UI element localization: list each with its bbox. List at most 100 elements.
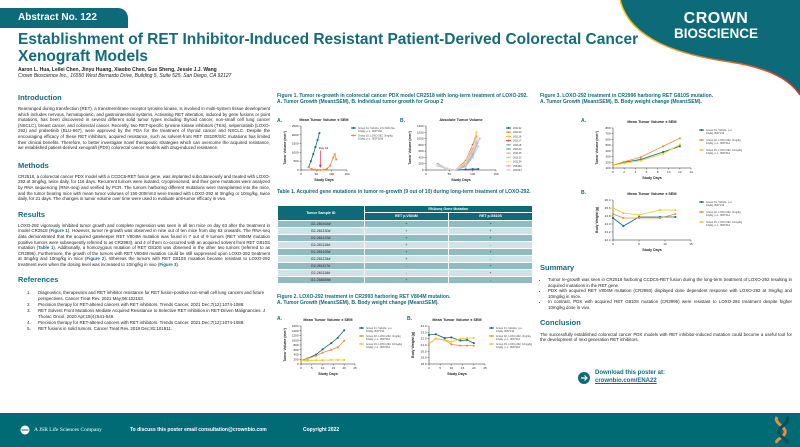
legend-marker — [700, 129, 703, 131]
y-tick-label: 19.0 — [421, 356, 427, 360]
chart-title: Mean Tumor Volume ± SEM — [627, 120, 676, 124]
data-point — [335, 158, 338, 161]
table1-link[interactable]: Table 1 — [38, 245, 54, 251]
figure2-label-b: B. — [407, 316, 412, 322]
y-axis-label: Body Weight (g) — [411, 332, 415, 358]
legend-label: Group 03, LOXO-292, 10mg/kg 10μl/g, p.o.,… — [706, 220, 743, 227]
legend-marker — [507, 127, 510, 129]
figure3-link[interactable]: Figure 3 — [159, 261, 177, 267]
data-point — [329, 164, 332, 167]
legend-label: Group 01, Vehicle, p.o. 10μl/g, BID*21d — [706, 128, 733, 135]
col-group-rnaseq: RNAseq Gene Mutation — [363, 204, 534, 214]
data-point — [343, 329, 346, 332]
data-point — [319, 169, 322, 171]
legend-marker — [507, 156, 510, 159]
x-tick-label: 0 — [300, 172, 302, 176]
figure2-link[interactable]: Figure 2 — [86, 256, 105, 262]
y-axis-label: Tumor Volume (mm³) — [283, 131, 287, 165]
x-axis-label: Study Days — [642, 248, 662, 252]
x-axis-label: Study Days — [314, 178, 334, 182]
data-point — [639, 158, 642, 161]
reference-item: Precision therapy for RET-altered cancer… — [32, 302, 270, 308]
y-tick-label: 1000 — [417, 137, 424, 141]
sample-id-cell: G2-261123# — [277, 234, 365, 242]
chart-title: Absolute Tumor Volume — [439, 118, 482, 122]
data-point — [446, 168, 448, 171]
v804m-cell: + — [364, 220, 450, 228]
series-line — [612, 137, 681, 166]
results-text-part: ). However, tumor re-growth was observed… — [18, 228, 271, 251]
g810s-cell: + — [448, 227, 533, 235]
data-point — [343, 339, 346, 342]
download-link[interactable]: Download this poster at: crownbio.com/EN… — [578, 370, 665, 385]
g810s-cell: + — [448, 269, 533, 277]
data-point — [678, 143, 681, 146]
x-tick-label: 0 — [300, 366, 302, 370]
figure1-subtitle: A. Tumor Growth (Mean±SEM), B. Individua… — [277, 99, 444, 105]
x-tick-label: 20 — [343, 366, 347, 370]
data-point — [316, 139, 319, 141]
sample-id-cell: G2-258459# — [277, 276, 365, 284]
data-point — [471, 150, 474, 153]
data-point — [436, 162, 439, 165]
data-point — [475, 131, 478, 134]
y-tick-label: 800 — [605, 126, 610, 130]
v804m-cell: + — [364, 255, 450, 263]
data-point — [612, 217, 614, 219]
x-tick-label: 5 — [311, 366, 313, 370]
y-tick-label: 700 — [605, 132, 610, 136]
x-tick-label: 150 — [493, 172, 498, 176]
data-point — [307, 166, 310, 169]
x-tick-label: 100 — [470, 172, 475, 176]
day63-annotation: Day 63 — [319, 146, 329, 150]
figure3-title: Figure 3. LOXO-292 treatment in CR2996 h… — [540, 93, 714, 99]
data-point — [330, 359, 333, 361]
series-line — [300, 330, 345, 361]
introduction-text: Rearranged during transfection (RET), a … — [18, 106, 270, 151]
summary-item: PDX with acquired RET V804M mutation (CR… — [548, 288, 792, 299]
y-tick-label: 400 — [605, 149, 610, 153]
x-tick-label: 20 — [472, 366, 476, 370]
data-point — [330, 342, 333, 344]
legend-label: Group 01, Vehicle, 1% CMC-Na 10μl/g, p.o.… — [358, 126, 395, 133]
legend-marker — [360, 343, 363, 345]
abstract-number-badge: Abstract No. 122 — [0, 8, 128, 28]
y-tick-label: 1400 — [417, 124, 424, 128]
table-row: G2-261118# - + — [277, 269, 533, 277]
y-tick-label: 500 — [293, 159, 298, 163]
figure1-link[interactable]: Figure 1 — [50, 228, 68, 234]
x-tick-label: 14 — [689, 170, 693, 174]
data-point — [464, 160, 467, 163]
g810s-cell: - — [448, 241, 533, 249]
data-point — [471, 154, 474, 157]
x-tick-label: 0 — [612, 242, 614, 246]
figure3-label-b: B. — [581, 190, 586, 196]
download-url[interactable]: crownbio.com/ENA22 — [595, 377, 657, 384]
legend-label: Group 02, LOXO-292, 3mg/kg 10μl/g, p.o., … — [706, 138, 741, 145]
v804m-cell: + — [364, 227, 450, 235]
x-tick-label: 12 — [678, 170, 682, 174]
summary-item: Tumor re-growth was seen in CR2518 harbo… — [548, 277, 792, 288]
references-heading: References — [18, 275, 59, 285]
results-text-part: LOXO-292 vigorously inhibited tumor grow… — [18, 222, 270, 234]
sample-id-cell: G2-261116# — [277, 241, 365, 249]
data-point — [326, 167, 328, 170]
legend-label: Group 01, Vehicle, p.o. 10μl/g, BID*21d — [496, 326, 523, 333]
x-tick-label: 0 — [425, 172, 427, 176]
g810s-cell: - — [448, 276, 533, 284]
legend-label: Group 03, LOXO-292, 10mg/kg 10μl/g, p.o.,… — [496, 342, 533, 349]
header-block: Establishment of RET Inhibitor-Induced R… — [18, 31, 658, 79]
footer-contact[interactable]: To discuss this poster email consultatio… — [130, 427, 267, 433]
sample-id-cell: G2-261118# — [277, 269, 365, 277]
figure1-label-b: B. — [400, 118, 405, 124]
data-point — [471, 156, 474, 159]
methods-text: CR2518, a colorectal cancer PDX model wi… — [18, 173, 270, 202]
conclusion-heading: Conclusion — [540, 317, 581, 327]
legend-marker — [700, 221, 703, 223]
reference-item: Diagnostics, therapeutics and RET inhibi… — [32, 290, 270, 301]
g810s-cell: + — [448, 220, 533, 228]
data-point — [622, 217, 625, 219]
summary-item: In contrast, PDX with acquired RET G810S… — [548, 299, 792, 310]
data-point — [315, 354, 318, 357]
x-tick-label: 6 — [646, 170, 648, 174]
